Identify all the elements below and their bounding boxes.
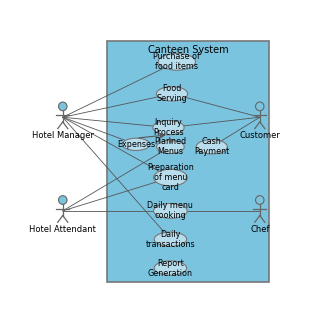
FancyBboxPatch shape: [107, 41, 269, 282]
Text: Report
Generation: Report Generation: [148, 259, 193, 277]
Ellipse shape: [122, 138, 150, 150]
Circle shape: [255, 196, 264, 204]
Ellipse shape: [157, 87, 188, 101]
Ellipse shape: [196, 140, 227, 154]
Circle shape: [59, 196, 67, 204]
Text: Food
Serving: Food Serving: [157, 84, 188, 103]
Text: Purchase of
food items: Purchase of food items: [153, 52, 200, 71]
Ellipse shape: [153, 204, 187, 218]
Ellipse shape: [157, 140, 184, 154]
Ellipse shape: [158, 53, 196, 70]
Text: Chef: Chef: [250, 225, 269, 234]
Text: Planned
Menus: Planned Menus: [154, 137, 187, 156]
Circle shape: [255, 102, 264, 111]
Text: Inquiry
Process: Inquiry Process: [153, 118, 184, 137]
Text: Hotel Attendant: Hotel Attendant: [29, 225, 96, 234]
Text: Customer: Customer: [239, 131, 280, 140]
Text: Canteen System: Canteen System: [148, 44, 228, 54]
Text: Preparation
of menu
card: Preparation of menu card: [147, 163, 194, 192]
Ellipse shape: [153, 169, 187, 186]
Ellipse shape: [154, 261, 187, 275]
Text: Daily menu
cooking: Daily menu cooking: [148, 201, 193, 220]
Circle shape: [59, 102, 67, 111]
Ellipse shape: [153, 120, 184, 135]
Text: Daily
transactions: Daily transactions: [146, 230, 195, 249]
Text: Expenses: Expenses: [117, 140, 155, 149]
Text: Cash
Payment: Cash Payment: [194, 137, 229, 156]
Text: Hotel Manager: Hotel Manager: [32, 131, 94, 140]
Ellipse shape: [154, 232, 187, 246]
